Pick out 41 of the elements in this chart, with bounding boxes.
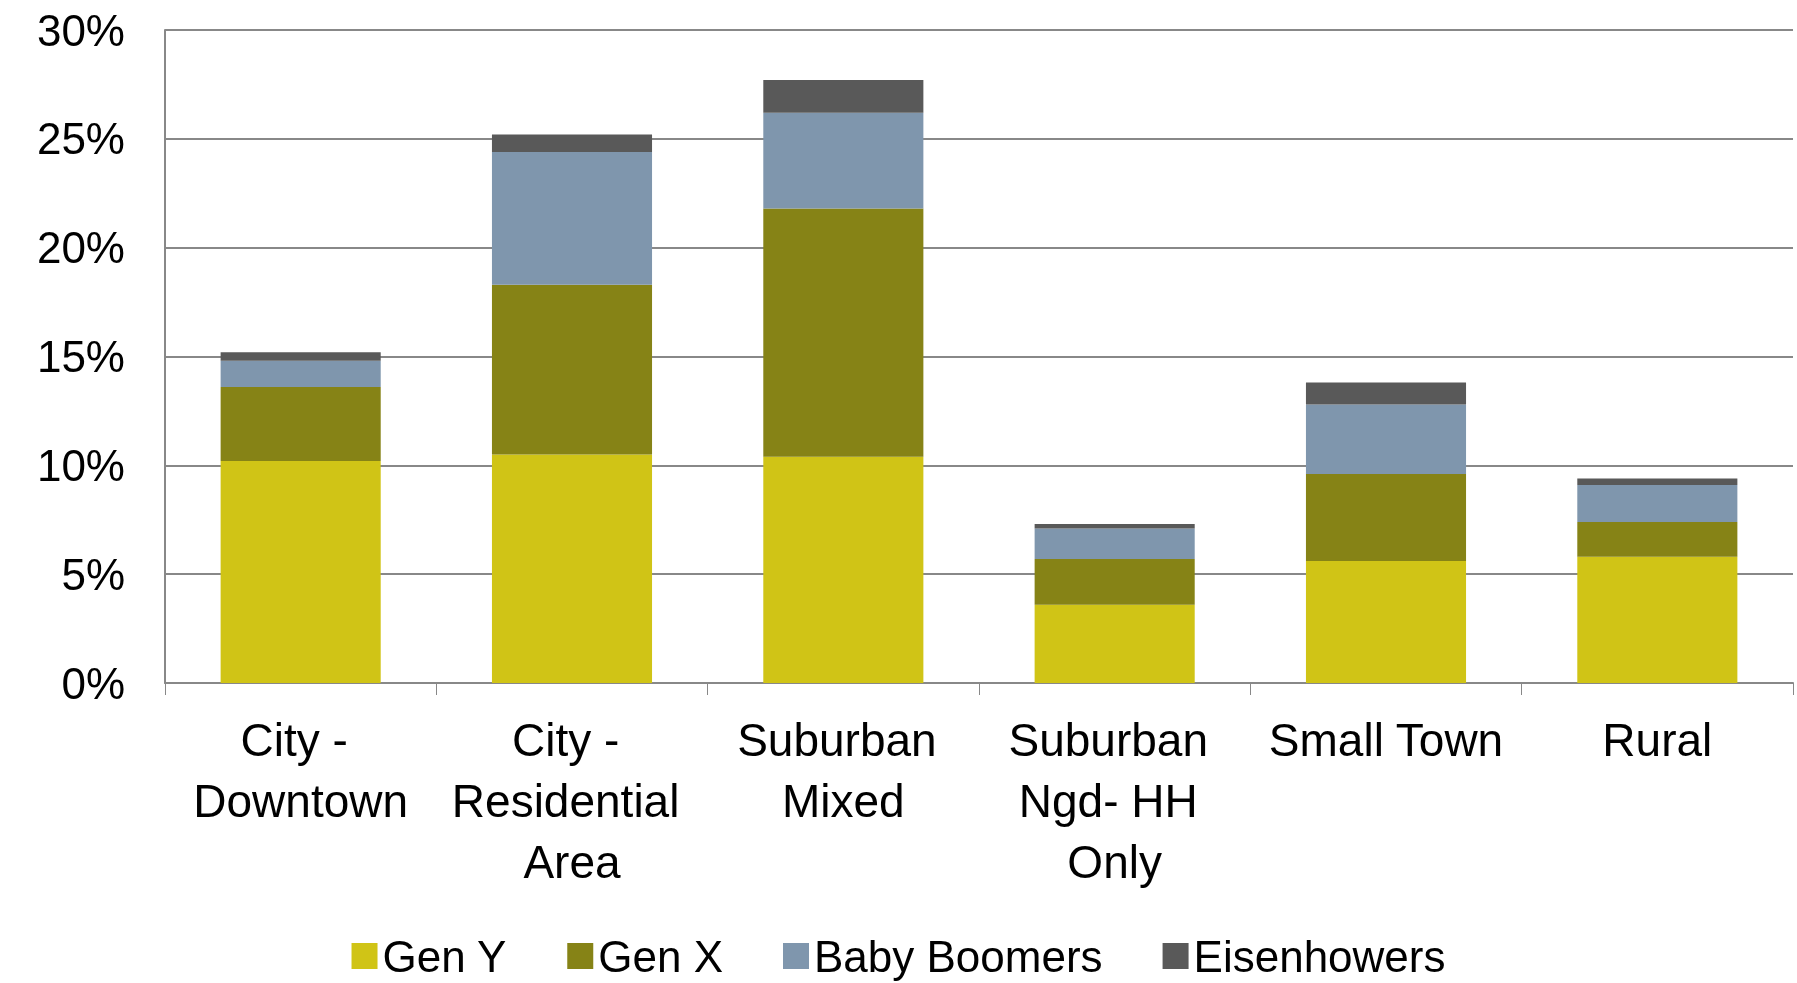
bar bbox=[220, 352, 381, 361]
y-tick-label: 25% bbox=[36, 114, 125, 164]
bar bbox=[1034, 604, 1195, 683]
bar bbox=[491, 134, 653, 152]
y-tick-label: 30% bbox=[36, 5, 125, 55]
bar bbox=[220, 360, 381, 387]
bar bbox=[1034, 524, 1195, 529]
bar bbox=[1305, 561, 1467, 683]
bar bbox=[763, 80, 924, 113]
x-tick-label: Small Town bbox=[1268, 713, 1504, 766]
bar bbox=[1034, 558, 1195, 605]
x-tick-label: City - Residential Area bbox=[451, 713, 693, 888]
bar bbox=[491, 284, 653, 455]
bar bbox=[1305, 382, 1467, 405]
x-tick-label: Rural bbox=[1602, 713, 1713, 766]
bar bbox=[491, 454, 653, 683]
x-tick-label: City - Downtown bbox=[193, 713, 409, 827]
legend-label: Gen Y bbox=[382, 931, 507, 981]
bar bbox=[1034, 528, 1195, 559]
legend-label: Gen X bbox=[598, 931, 724, 981]
bar bbox=[1577, 478, 1738, 485]
x-tick-label: Suburban Ngd- HH Only bbox=[1008, 713, 1221, 888]
legend-label: Baby Boomers bbox=[814, 931, 1103, 981]
bar bbox=[1577, 521, 1738, 557]
legend-label: Eisenhowers bbox=[1193, 931, 1446, 981]
bar bbox=[763, 456, 924, 683]
y-tick-label: 15% bbox=[36, 332, 125, 381]
bar bbox=[220, 386, 381, 461]
bar bbox=[491, 151, 653, 285]
y-tick-label: 20% bbox=[36, 223, 125, 273]
bar bbox=[1305, 474, 1467, 562]
y-tick-label: 10% bbox=[36, 440, 125, 490]
y-tick-label: 0% bbox=[61, 658, 125, 708]
bar bbox=[1577, 484, 1738, 522]
bar bbox=[1305, 404, 1467, 475]
x-tick-label: Suburban Mixed bbox=[737, 713, 950, 827]
bar bbox=[763, 208, 924, 457]
bar bbox=[220, 460, 381, 683]
bar bbox=[763, 112, 924, 209]
bar bbox=[1577, 556, 1738, 683]
y-tick-label: 5% bbox=[61, 549, 125, 599]
